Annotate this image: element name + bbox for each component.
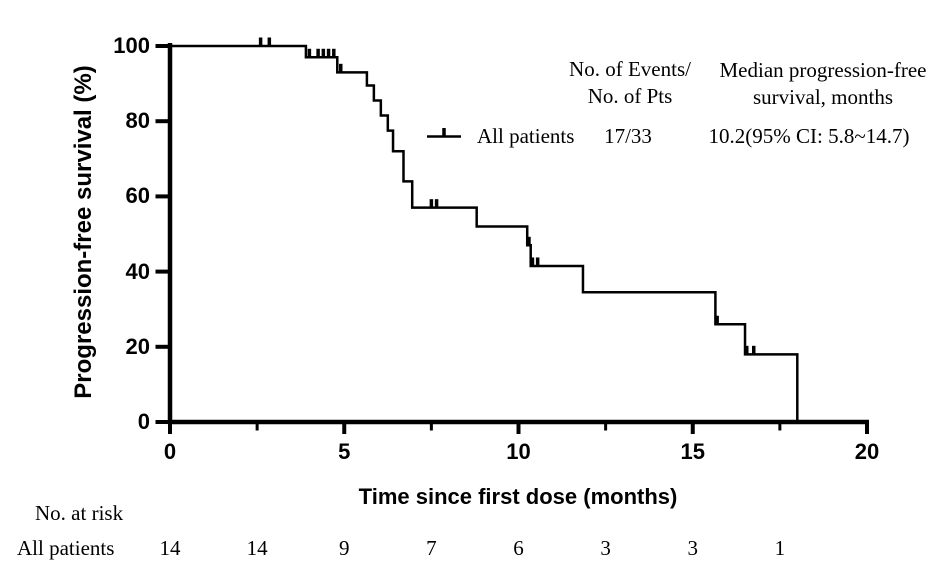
y-tick-label: 40 — [125, 258, 150, 284]
events-column-header: No. of Events/ No. of Pts — [569, 56, 691, 110]
median-column-header: Median progression-free survival, months — [719, 57, 926, 111]
y-tick-label: 100 — [113, 33, 150, 58]
at-risk-count: 1 — [774, 536, 786, 560]
y-tick-label: 20 — [125, 333, 150, 359]
x-tick-label: 0 — [163, 439, 177, 464]
at-risk-count: 14 — [159, 536, 181, 560]
at-risk-title: No. at risk — [35, 501, 124, 525]
x-tick-label: 15 — [680, 439, 705, 464]
legend-events-value: 17/33 — [604, 124, 652, 148]
median-header-line2: survival, months — [752, 85, 893, 109]
y-tick-label: 60 — [125, 183, 150, 209]
legend-median-value: 10.2(95% CI: 5.8~14.7) — [708, 124, 910, 148]
at-risk-count: 3 — [600, 536, 611, 560]
y-tick-label: 0 — [137, 409, 150, 434]
at-risk-row-label: All patients — [17, 536, 115, 560]
km-curve-all-patients — [170, 44, 799, 422]
legend-series-label: All patients — [477, 124, 575, 148]
at-risk-count: 7 — [426, 536, 437, 560]
at-risk-count: 3 — [687, 536, 699, 560]
events-header-line1: No. of Events/ — [569, 57, 691, 81]
median-header-line1: Median progression-free — [719, 58, 927, 82]
at-risk-count: 14 — [246, 536, 268, 560]
at-risk-count: 6 — [513, 536, 524, 560]
events-header-line2: No. of Pts — [587, 84, 673, 108]
x-tick-label: 5 — [338, 439, 351, 464]
x-tick-label: 10 — [506, 439, 531, 464]
x-axis-title: Time since first dose (months) — [358, 484, 678, 509]
at-risk-count: 9 — [339, 536, 350, 560]
x-tick-label: 20 — [854, 439, 880, 464]
y-tick-label: 80 — [125, 108, 150, 134]
